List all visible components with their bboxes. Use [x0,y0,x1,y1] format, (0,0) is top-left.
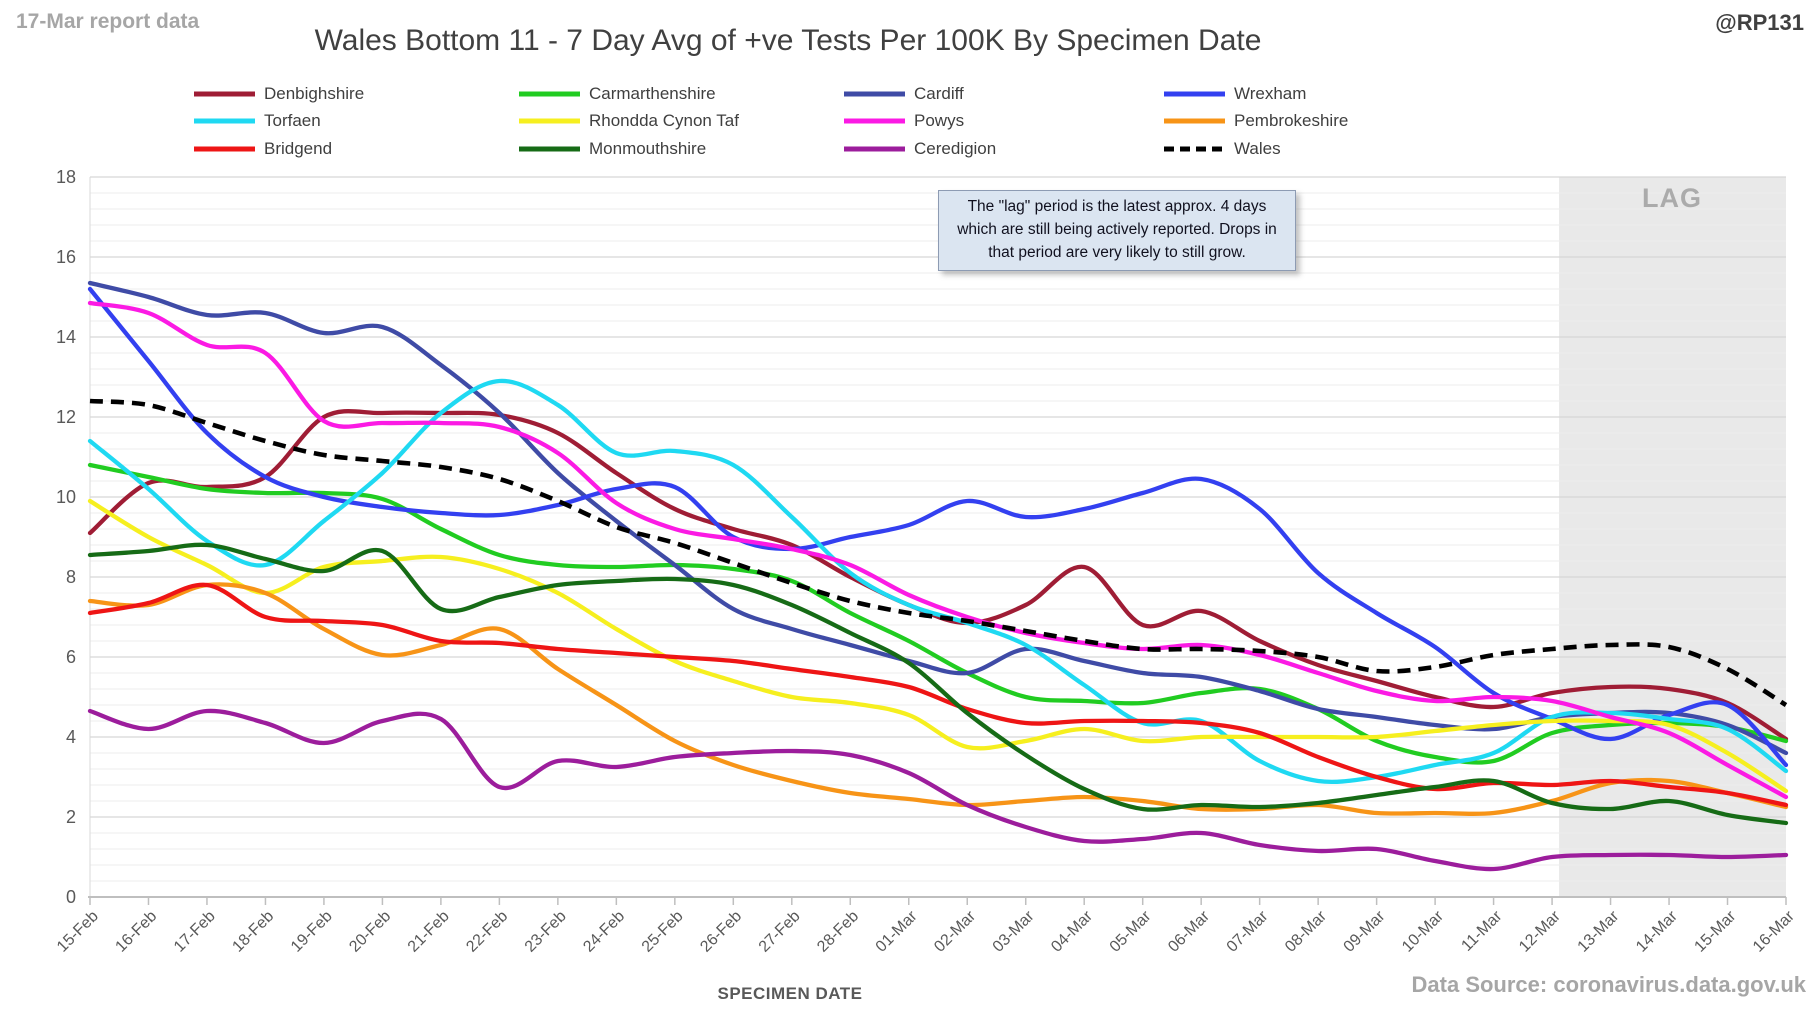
lag-annotation-note: The "lag" period is the latest approx. 4… [938,190,1296,271]
legend-swatch-icon [1164,91,1225,97]
legend-item-cardiff: Cardiff [843,84,1163,104]
x-tick-label: 25-Feb [639,908,687,956]
data-source-credit: Data Source: coronavirus.data.gov.uk [1411,972,1806,997]
series-line-carmarthenshire [87,462,1789,765]
x-tick-label: 20-Feb [346,908,394,956]
legend-item-torfaen: Torfaen [193,111,518,131]
x-tick-label: 27-Feb [756,908,804,956]
x-axis-title: SPECIMEN DATE [717,984,863,1003]
y-tick-label: 6 [66,647,76,667]
legend-item-wales: Wales [1163,139,1495,159]
y-tick-label: 16 [56,247,76,267]
legend-item-carmarthenshire: Carmarthenshire [518,84,843,104]
legend-label: Denbighshire [264,83,365,103]
legend-item-wrexham: Wrexham [1163,84,1495,104]
report-date-note: 17-Mar report data [16,10,200,33]
x-tick-label: 18-Feb [229,908,277,956]
legend-item-denbighshire: Denbighshire [193,84,518,104]
legend-label: Pembrokeshire [1234,111,1349,131]
legend-swatch-icon [1164,118,1225,124]
legend-label: Ceredigion [914,138,997,158]
series-line-monmouthshire [87,542,1789,826]
legend-item-monmouthshire: Monmouthshire [518,139,843,159]
x-tick-label: 17-Feb [171,908,219,956]
y-tick-label: 2 [66,807,76,827]
legend-label: Wrexham [1234,83,1307,103]
legend-item-rhondda-cynon-taf: Rhondda Cynon Taf [518,111,843,131]
legend-item-bridgend: Bridgend [193,139,518,159]
legend-swatch-icon [519,118,580,124]
legend-item-powys: Powys [843,111,1163,131]
x-tick-label: 07-Mar [1224,907,1272,955]
y-tick-label: 8 [66,567,76,587]
legend-swatch-icon [844,118,905,124]
x-tick-label: 16-Mar [1750,907,1798,955]
series-line-rhondda-cynon-taf [87,498,1789,794]
y-tick-label: 14 [56,327,76,347]
legend-label: Wales [1234,138,1281,158]
series-line-powys [87,300,1789,800]
legend-label: Torfaen [264,111,321,131]
series-line-wrexham [87,286,1789,768]
x-tick-label: 23-Feb [522,908,570,956]
x-tick-label: 05-Mar [1107,907,1155,955]
legend-label: Bridgend [264,138,333,158]
x-tick-label: 03-Mar [990,907,1038,955]
x-tick-label: 15-Feb [54,908,102,956]
legend-label: Monmouthshire [589,138,707,158]
x-tick-label: 06-Mar [1165,907,1213,955]
series-line-wales [89,398,1788,707]
legend-swatch-icon [1164,146,1225,152]
legend-label: Cardiff [914,83,964,103]
x-tick-label: 10-Mar [1399,907,1447,955]
x-tick-label: 11-Mar [1458,907,1505,954]
x-tick-label: 19-Feb [288,908,336,956]
legend-swatch-icon [844,146,905,152]
legend-swatch-icon [519,146,580,152]
y-tick-label: 12 [56,407,76,427]
legend-item-ceredigion: Ceredigion [843,139,1163,159]
legend-swatch-icon [844,91,905,97]
x-tick-label: 08-Mar [1282,907,1330,955]
x-tick-label: 21-Feb [405,908,453,956]
x-tick-label: 24-Feb [580,908,628,956]
series-line-torfaen [87,378,1789,785]
legend-swatch-icon [194,91,255,97]
chart-legend: Denbighshire Carmarthenshire Cardiff Wrexha… [193,80,1495,163]
legend-label: Carmarthenshire [589,83,716,103]
x-tick-label: 04-Mar [1048,907,1096,955]
series-line-cardiff [87,280,1789,756]
legend-swatch-icon [194,146,255,152]
x-tick-label: 09-Mar [1341,907,1389,955]
x-tick-label: 16-Feb [112,908,160,956]
x-tick-label: 02-Mar [931,907,979,955]
y-tick-label: 4 [66,727,76,747]
x-tick-label: 22-Feb [463,908,511,956]
x-tick-label: 12-Mar [1516,907,1564,955]
legend-label: Rhondda Cynon Taf [589,111,739,131]
y-tick-label: 0 [66,887,76,907]
author-handle: @RP131 [1715,10,1804,35]
y-tick-label: 10 [56,487,76,507]
x-tick-label: 28-Feb [814,908,862,956]
series-line-pembrokeshire [87,582,1789,817]
x-tick-label: 13-Mar [1575,907,1623,955]
series-line-ceredigion [87,708,1789,872]
lag-region-label: LAG [1642,183,1702,213]
x-tick-label: 15-Mar [1691,907,1739,955]
legend-label: Powys [914,111,965,131]
y-tick-label: 18 [56,167,76,187]
x-tick-label: 26-Feb [697,908,745,956]
legend-item-pembrokeshire: Pembrokeshire [1163,111,1495,131]
legend-swatch-icon [194,118,255,124]
page-title: Wales Bottom 11 - 7 Day Avg of +ve Tests… [314,24,1262,57]
x-tick-label: 14-Mar [1633,907,1681,955]
legend-swatch-icon [519,91,580,97]
x-tick-label: 01-Mar [873,907,921,955]
